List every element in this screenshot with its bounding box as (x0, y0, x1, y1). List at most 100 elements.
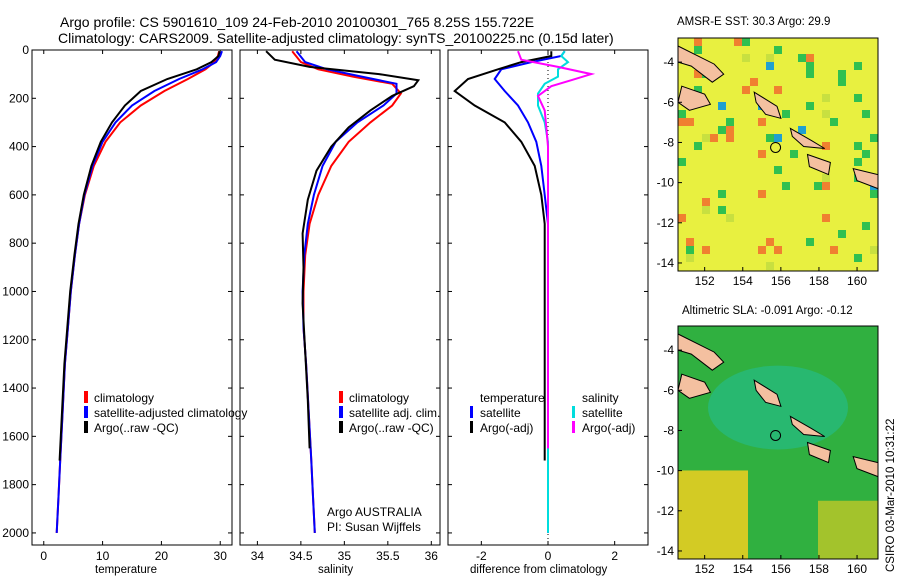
x-tick-label: 10 (96, 549, 110, 563)
legend-label: Argo(-adj) (582, 421, 636, 435)
legend-label: satellite (582, 406, 623, 420)
sst-cell (702, 206, 710, 214)
x-tick-label: 0 (545, 549, 552, 563)
map-sst (677, 37, 879, 272)
series-line-climatology (55, 50, 221, 533)
sla-high-region (818, 500, 878, 559)
sst-cell (870, 190, 878, 198)
sst-cell (798, 54, 806, 62)
sst-cell (726, 134, 734, 142)
sst-cell (726, 126, 734, 134)
map-y-tick-label: -14 (657, 256, 675, 270)
sst-cell (678, 110, 686, 118)
land-mass (789, 415, 825, 437)
legend-item: Argo(-adj) (470, 421, 545, 436)
map-x-tick-label: 158 (809, 562, 829, 576)
csiro-timestamp: CSIRO 03-Mar-2010 10:31:22 (885, 418, 897, 572)
map-y-tick-label: -12 (657, 504, 675, 518)
y-tick-label: 400 (9, 140, 29, 154)
sst-cell (694, 46, 702, 54)
sst-cell (702, 198, 710, 206)
sst-cell (694, 38, 702, 46)
sst-cell (678, 118, 686, 126)
sst-cell (694, 86, 702, 94)
sst-cell (854, 158, 862, 166)
land-mass (789, 127, 825, 149)
sst-cell (854, 142, 862, 150)
sst-cell (750, 78, 758, 86)
sst-cell (718, 102, 726, 110)
x-tick-label: 34 (251, 549, 265, 563)
sst-cell (718, 206, 726, 214)
xlabel-temperature: temperature (95, 564, 158, 576)
sst-cell (814, 182, 822, 190)
x-tick-label: 35 (338, 549, 352, 563)
series-line-argo-adj- (453, 51, 553, 461)
y-tick-label: 200 (9, 91, 29, 105)
sst-cell (766, 238, 774, 246)
sst-cell (694, 142, 702, 150)
sst-cell (830, 246, 838, 254)
plot-frame (239, 49, 441, 546)
land-mass (806, 441, 831, 464)
map-y-tick-label: -8 (663, 423, 674, 437)
xlabel-salinity: salinity (318, 564, 354, 576)
legend-item: climatology (339, 391, 440, 406)
legend-group-title: temperature (480, 391, 545, 405)
x-tick-label: 30 (214, 549, 228, 563)
sst-cell (758, 190, 766, 198)
series-line-argo-raw-qc- (265, 50, 421, 449)
sst-cell (686, 118, 694, 126)
legend-item: Argo(-adj) (572, 421, 635, 436)
legend-diff-temperature: temperature satellite Argo(-adj) (470, 391, 545, 436)
sst-cell (742, 86, 750, 94)
sst-cell (726, 118, 734, 126)
argo-location-marker (770, 141, 782, 153)
map-sla (677, 325, 879, 560)
legend-diff-salinity: salinity satellite Argo(-adj) (572, 391, 635, 436)
sst-cell (766, 62, 774, 70)
legend-label: satellite (480, 406, 521, 420)
land-mass (753, 91, 782, 120)
sst-cell (838, 70, 846, 78)
map-x-tick-label: 156 (771, 274, 791, 288)
map-y-tick-label: -12 (657, 216, 675, 230)
sst-cell (798, 126, 806, 134)
sst-cell (742, 54, 750, 62)
sst-cell (686, 254, 694, 262)
sst-cell (870, 246, 878, 254)
sst-cell (782, 182, 790, 190)
sst-cell (686, 246, 694, 254)
sst-cell (742, 38, 750, 46)
sst-cell (758, 246, 766, 254)
sst-cell (702, 134, 710, 142)
sst-cell (766, 54, 774, 62)
land-mass (677, 373, 712, 399)
y-tick-label: 1800 (2, 478, 29, 492)
sst-cell (718, 190, 726, 198)
plot-title-line1: Argo profile: CS 5901610_109 24-Feb-2010… (60, 14, 535, 30)
map-y-tick-label: -10 (657, 176, 675, 190)
map-title-sst: AMSR-E SST: 30.3 Argo: 29.9 (677, 16, 831, 28)
map-x-tick-label: 154 (733, 562, 753, 576)
legend-item: satellite (572, 406, 635, 421)
legend-label: climatology (349, 391, 410, 405)
sst-cell (726, 214, 734, 222)
legend-label: satellite-adjusted climatology (94, 406, 248, 420)
y-tick-label: 1200 (2, 333, 29, 347)
sst-cell (678, 214, 686, 222)
y-tick-label: 2000 (2, 526, 29, 540)
land-mass (806, 153, 831, 176)
y-tick-label: 800 (9, 236, 29, 250)
x-tick-label: 20 (155, 549, 169, 563)
sst-cell (766, 262, 774, 270)
x-tick-label: 35.5 (376, 549, 400, 563)
argo-location-marker (770, 429, 782, 441)
sla-low-region (708, 365, 848, 450)
y-tick-label: 1400 (2, 381, 29, 395)
sst-cell (710, 134, 718, 142)
series-line-satellite-adjusted-climatology (55, 50, 223, 533)
sla-high-region (678, 470, 748, 559)
annotation-line: PI: Susan Wijffels (327, 520, 421, 534)
legend-label: climatology (94, 391, 155, 405)
